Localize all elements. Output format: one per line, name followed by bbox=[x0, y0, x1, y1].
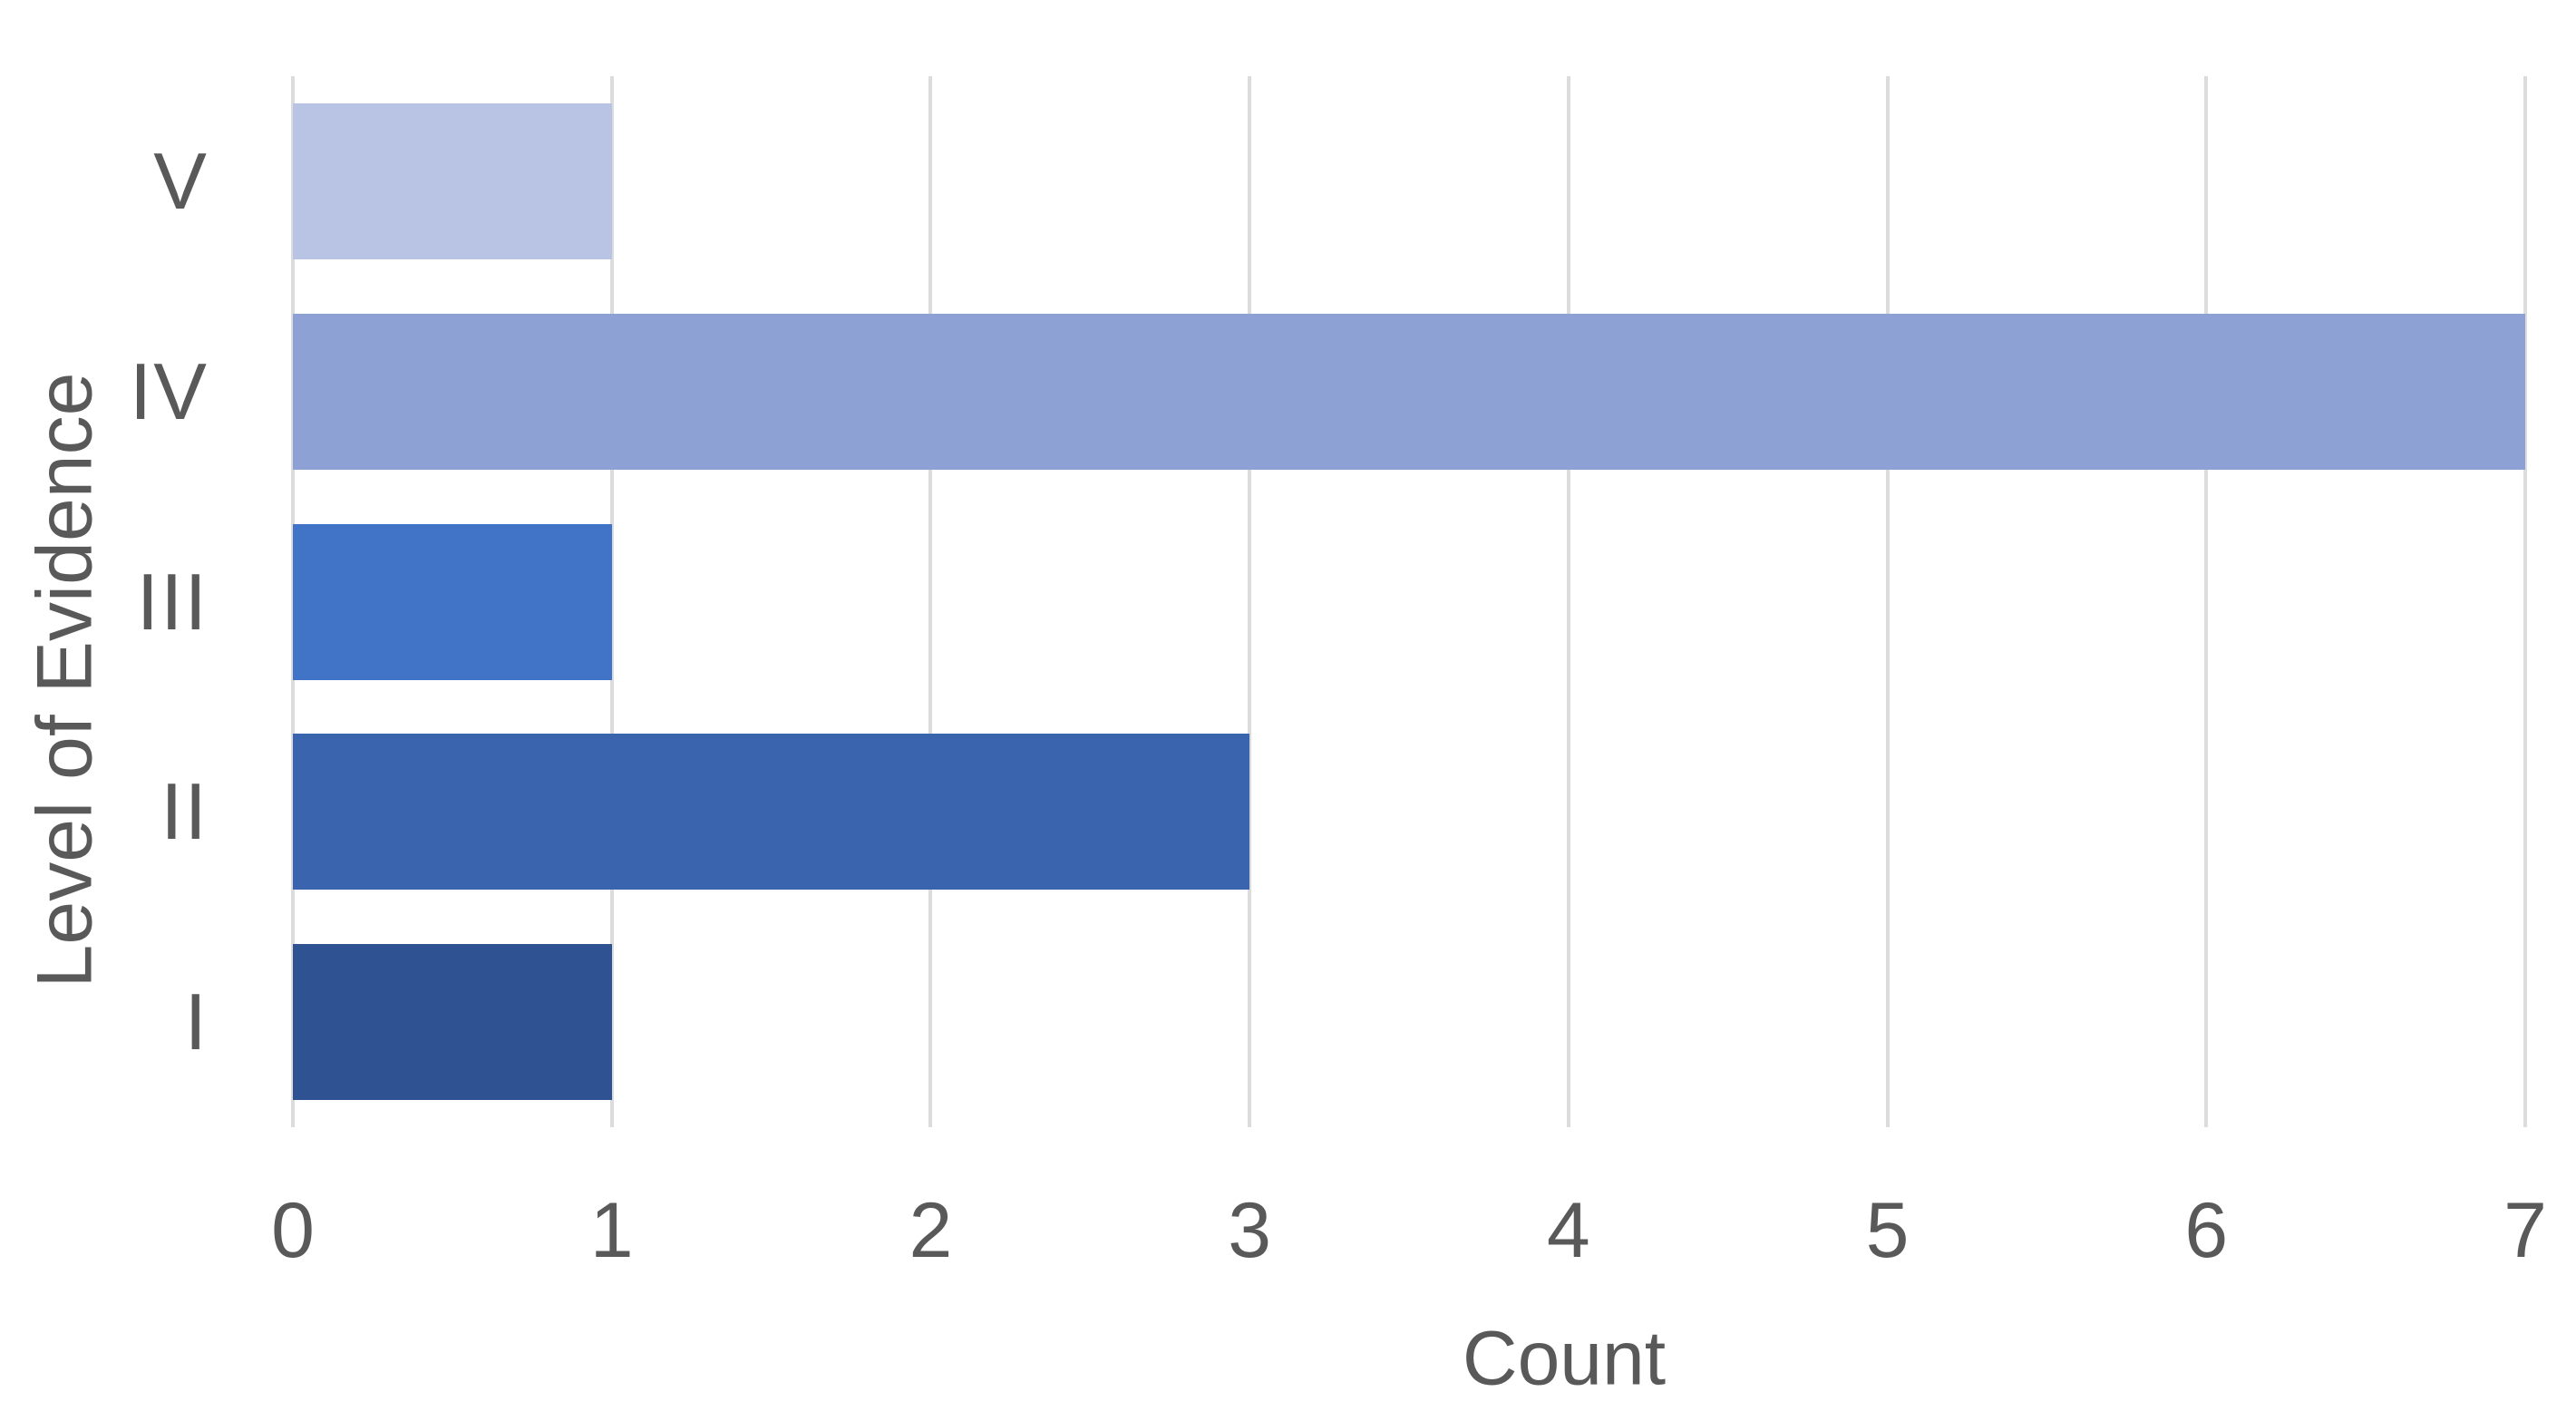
bar-V bbox=[293, 103, 612, 259]
category-label-I: I bbox=[184, 977, 209, 1066]
x-tick-label-0: 0 bbox=[271, 1187, 315, 1274]
bar-III bbox=[293, 524, 612, 680]
x-tick-label-7: 7 bbox=[2503, 1187, 2547, 1274]
x-axis-title: Count bbox=[1462, 1315, 1667, 1401]
x-tick-label-3: 3 bbox=[1228, 1187, 1272, 1274]
x-tick-label-4: 4 bbox=[1546, 1187, 1590, 1274]
x-tick-label-5: 5 bbox=[1865, 1187, 1910, 1274]
x-tick-label-2: 2 bbox=[909, 1187, 953, 1274]
bar-IV bbox=[293, 314, 2525, 470]
x-tick-label-6: 6 bbox=[2184, 1187, 2229, 1274]
category-label-V: V bbox=[153, 136, 209, 226]
x-axis-tick-labels: 0 1 2 3 4 5 6 7 bbox=[271, 1187, 2547, 1288]
gridline-x-2 bbox=[928, 76, 933, 1127]
category-label-II: II bbox=[160, 766, 209, 856]
gridline-x-7 bbox=[2523, 76, 2527, 1127]
plot-area bbox=[291, 76, 2527, 1127]
y-axis-category-labels: V IV III II I bbox=[0, 76, 209, 1127]
gridline-x-3 bbox=[1248, 76, 1252, 1127]
gridline-x-5 bbox=[1885, 76, 1890, 1127]
gridline-x-4 bbox=[1566, 76, 1570, 1127]
x-tick-label-1: 1 bbox=[589, 1187, 634, 1274]
bar-I bbox=[293, 944, 612, 1100]
category-label-IV: IV bbox=[129, 346, 209, 436]
category-label-III: III bbox=[136, 557, 209, 647]
bar-II bbox=[293, 734, 1249, 890]
gridline-x-6 bbox=[2204, 76, 2209, 1127]
